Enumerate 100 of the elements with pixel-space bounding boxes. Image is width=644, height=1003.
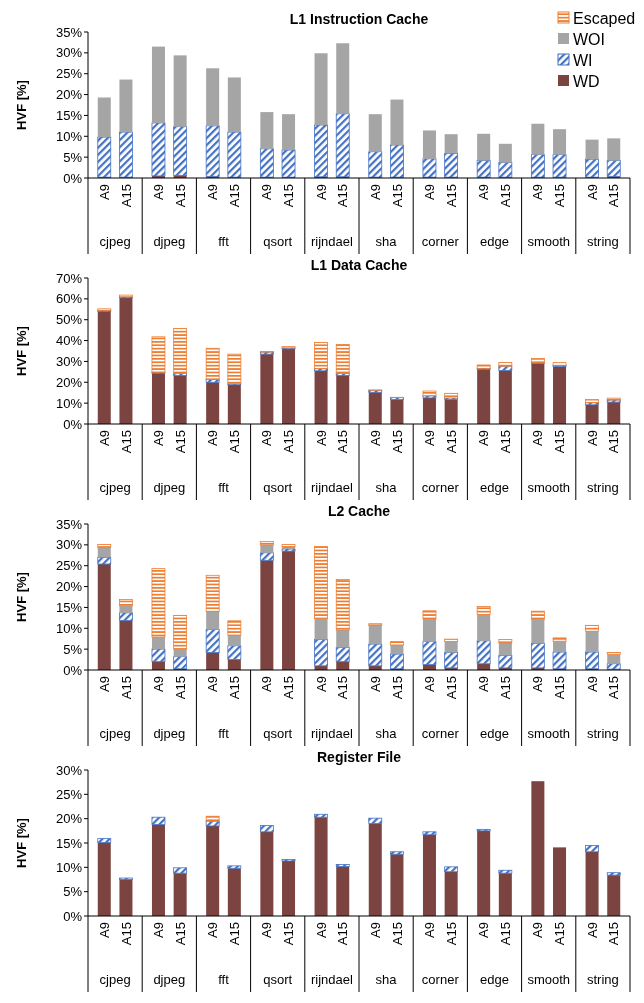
x-tick-label: A15	[281, 676, 297, 700]
text: djpeg	[153, 726, 186, 741]
x-tick-label: A15	[172, 676, 188, 700]
x-tick-label: A9	[151, 430, 167, 446]
x-tick-label: A15	[281, 184, 297, 208]
y-tick-label: 20%	[55, 811, 83, 827]
x-tick-label: A15	[118, 922, 134, 946]
x-tick-label: A9	[422, 676, 438, 692]
x-tick-label: A15	[335, 430, 351, 454]
x-tick-label: A9	[151, 676, 167, 692]
text: edge	[480, 234, 509, 249]
x-tick-label: A9	[476, 184, 492, 200]
text: fft	[218, 234, 230, 249]
x-tick-label: A9	[584, 676, 600, 692]
y-tick-label: 5%	[63, 149, 83, 165]
x-tick-label: A15	[281, 430, 297, 454]
text: edge	[480, 726, 509, 741]
text: rijndael	[310, 726, 353, 741]
x-tick-label: A9	[151, 922, 167, 938]
x-tick-label: A15	[497, 430, 513, 454]
x-tick-label: A9	[584, 430, 600, 446]
y-tick-label: 50%	[55, 312, 83, 328]
y-axis-title: HVF [%]	[14, 818, 29, 868]
text: edge	[480, 972, 509, 987]
y-tick-label: 30%	[55, 537, 83, 553]
y-tick-label: 0%	[63, 908, 83, 924]
y-tick-label: 10%	[55, 859, 83, 875]
text: corner	[421, 726, 460, 741]
x-tick-label: A15	[281, 922, 297, 946]
x-tick-label: A15	[606, 676, 622, 700]
x-tick-label: A15	[118, 676, 134, 700]
y-tick-label: 40%	[55, 333, 83, 349]
x-tick-label: A15	[226, 184, 242, 208]
x-tick-label: A9	[259, 184, 275, 200]
x-tick-label: A9	[530, 922, 546, 938]
x-tick-label: A9	[259, 676, 275, 692]
x-tick-label: A15	[443, 676, 459, 700]
y-tick-label: 30%	[55, 762, 83, 778]
x-tick-label: A9	[367, 430, 383, 446]
y-axis-title: HVF [%]	[14, 80, 29, 130]
x-tick-label: A9	[313, 430, 329, 446]
x-tick-label: A15	[497, 922, 513, 946]
text: cjpeg	[99, 726, 131, 741]
x-tick-label: A9	[422, 430, 438, 446]
text: fft	[218, 726, 230, 741]
x-tick-label: A15	[172, 922, 188, 946]
x-tick-label: A15	[335, 676, 351, 700]
y-tick-label: 70%	[55, 270, 83, 286]
x-tick-label: A9	[313, 676, 329, 692]
x-tick-label: A9	[96, 922, 112, 938]
y-tick-label: 10%	[55, 128, 83, 144]
text: cjpeg	[99, 234, 131, 249]
text: string	[587, 972, 619, 987]
y-tick-label: 0%	[63, 170, 83, 186]
x-tick-label: A9	[367, 184, 383, 200]
chart-title: L2 Cache	[327, 503, 391, 519]
x-tick-label: A9	[205, 430, 221, 446]
x-tick-label: A9	[367, 922, 383, 938]
x-tick-label: A9	[96, 184, 112, 200]
x-tick-label: A15	[552, 184, 568, 208]
text: corner	[421, 234, 460, 249]
text: djpeg	[153, 234, 186, 249]
x-tick-label: A9	[584, 922, 600, 938]
y-tick-label: 25%	[55, 558, 83, 574]
y-tick-label: 20%	[55, 579, 83, 595]
x-tick-label: A15	[552, 922, 568, 946]
x-tick-label: A9	[313, 184, 329, 200]
x-tick-label: A9	[422, 922, 438, 938]
y-tick-label: 15%	[55, 599, 83, 615]
x-tick-label: A9	[259, 922, 275, 938]
x-tick-label: A15	[226, 922, 242, 946]
text: sha	[375, 972, 398, 987]
x-tick-label: A9	[530, 676, 546, 692]
y-tick-label: 20%	[55, 87, 83, 103]
x-tick-label: A9	[476, 430, 492, 446]
chart-title: L1 Instruction Cache	[289, 11, 429, 27]
y-tick-label: 25%	[55, 786, 83, 802]
legend-label: WI	[573, 51, 593, 69]
chart-title: Register File	[316, 749, 402, 765]
chart-title: L1 Data Cache	[310, 257, 408, 273]
x-tick-label: A15	[606, 922, 622, 946]
x-tick-label: A15	[118, 184, 134, 208]
x-tick-label: A9	[313, 922, 329, 938]
text: qsort	[263, 234, 293, 249]
x-tick-label: A15	[443, 430, 459, 454]
x-tick-label: A15	[389, 184, 405, 208]
x-tick-label: A15	[389, 922, 405, 946]
x-tick-label: A15	[497, 676, 513, 700]
x-tick-label: A15	[606, 430, 622, 454]
text: string	[587, 234, 619, 249]
x-tick-label: A15	[172, 430, 188, 454]
text: djpeg	[153, 480, 186, 495]
x-tick-label: A9	[96, 430, 112, 446]
x-tick-label: A15	[497, 184, 513, 208]
x-tick-label: A9	[151, 184, 167, 200]
x-tick-label: A15	[389, 676, 405, 700]
x-tick-label: A9	[205, 922, 221, 938]
x-tick-label: A9	[422, 184, 438, 200]
x-tick-label: A9	[530, 184, 546, 200]
y-tick-label: 5%	[63, 641, 83, 657]
